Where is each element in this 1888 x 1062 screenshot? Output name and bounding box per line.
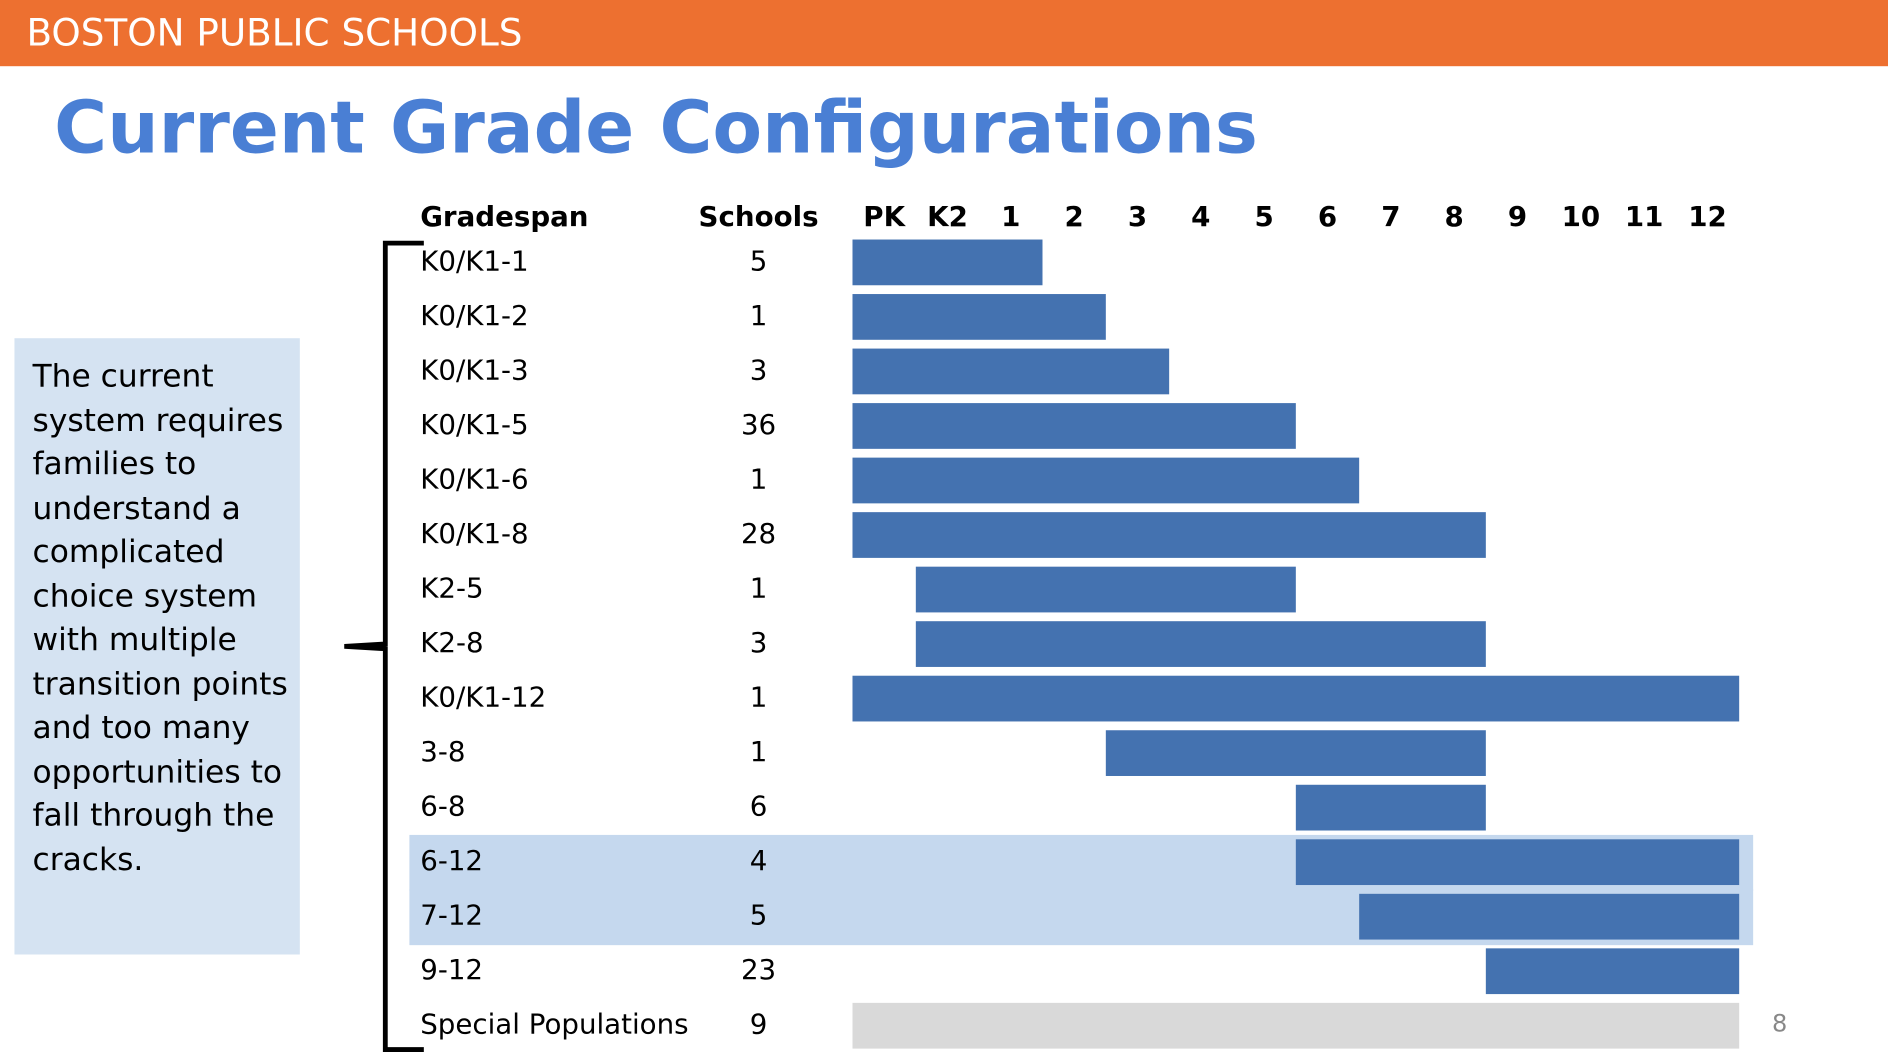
page-number: 8 xyxy=(1772,1009,1787,1037)
grade-bar xyxy=(1105,730,1486,776)
gradespan-label: K0/K1-1 xyxy=(420,244,528,277)
grade-header: 6 xyxy=(1318,200,1337,233)
schools-count: 9 xyxy=(750,1008,768,1041)
grade-bar xyxy=(852,403,1296,449)
gradespan-label: K0/K1-3 xyxy=(420,353,528,386)
gradespan-label: 6-8 xyxy=(420,790,465,823)
gradespan-label: Special Populations xyxy=(420,1008,688,1041)
grade-header: 1 xyxy=(1001,200,1020,233)
gradespan-label: 9-12 xyxy=(420,953,483,986)
schools-count: 1 xyxy=(750,462,768,495)
header-title: BOSTON PUBLIC SCHOOLS xyxy=(26,10,522,54)
grade-header: 8 xyxy=(1445,200,1464,233)
schools-count: 3 xyxy=(750,626,768,659)
grade-header: 4 xyxy=(1191,200,1210,233)
schools-count: 4 xyxy=(750,844,768,877)
grade-header: K2 xyxy=(927,200,968,233)
schools-count: 6 xyxy=(750,790,768,823)
grade-bar xyxy=(852,239,1043,286)
grade-bar xyxy=(852,348,1170,395)
gradespan-label: K0/K1-6 xyxy=(420,462,528,495)
sidebar-box xyxy=(14,338,300,955)
gradespan-label: K0/K1-12 xyxy=(420,681,546,714)
header-bar xyxy=(0,0,1888,67)
schools-count: 5 xyxy=(750,244,768,277)
schools-count: 23 xyxy=(741,953,776,986)
grade-bar xyxy=(852,294,1106,340)
grade-header: 2 xyxy=(1065,200,1084,233)
sidebar-text: The current system requires families to … xyxy=(32,358,288,879)
gradespan-label: 3-8 xyxy=(420,735,465,768)
grade-header: 10 xyxy=(1562,200,1601,233)
column-header: Schools xyxy=(699,200,819,233)
grade-header: 3 xyxy=(1128,200,1147,233)
grade-bar xyxy=(852,1002,1740,1049)
gradespan-label: 7-12 xyxy=(420,899,483,932)
schools-count: 5 xyxy=(750,899,768,932)
grade-header: 9 xyxy=(1508,200,1527,233)
grade-header: 5 xyxy=(1255,200,1274,233)
gradespan-label: K0/K1-5 xyxy=(420,408,528,441)
grade-bar xyxy=(915,566,1296,613)
grade-bar xyxy=(1295,839,1740,886)
gradespan-label: K0/K1-8 xyxy=(420,517,528,550)
schools-count: 36 xyxy=(741,408,776,441)
schools-count: 28 xyxy=(741,517,776,550)
grade-bar xyxy=(1359,893,1740,940)
gradespan-label: K2-8 xyxy=(420,626,483,659)
grade-bar xyxy=(1295,784,1486,831)
grade-header: 11 xyxy=(1625,200,1664,233)
gradespan-label: K0/K1-2 xyxy=(420,299,528,332)
sidebar-wrap: The current system requires families to … xyxy=(32,358,288,879)
grade-bar xyxy=(852,457,1360,504)
grade-header: PK xyxy=(863,200,906,233)
schools-count: 1 xyxy=(750,572,768,605)
gradespan-label: K2-5 xyxy=(420,572,483,605)
gradespan-label: 6-12 xyxy=(420,844,483,877)
slide-title: Current Grade Configurations xyxy=(54,86,1258,170)
grade-bar xyxy=(915,621,1486,667)
schools-count: 1 xyxy=(750,735,768,768)
column-header: Gradespan xyxy=(420,200,588,233)
schools-count: 3 xyxy=(750,353,768,386)
grade-header: 7 xyxy=(1381,200,1400,233)
grade-bar xyxy=(852,675,1740,722)
grade-bar xyxy=(1485,948,1740,995)
bracket xyxy=(344,240,424,1052)
grade-table: Gradespan Schools PK K2 1 2 3 4 5 6 7 8 9 10 11 12K0/K1… xyxy=(409,200,1754,1049)
schools-count: 1 xyxy=(750,681,768,714)
grade-header: 12 xyxy=(1688,200,1727,233)
grade-bar xyxy=(852,512,1486,558)
schools-count: 1 xyxy=(750,299,768,332)
